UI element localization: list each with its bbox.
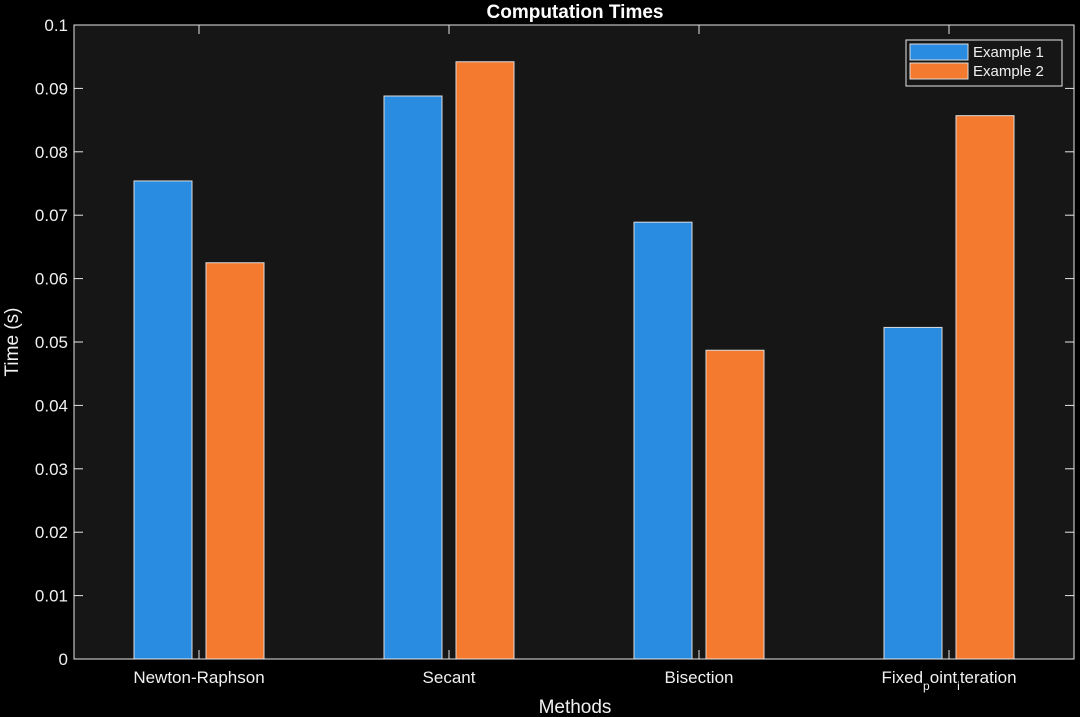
x-tick-label-part: Newton-Raphson: [133, 668, 264, 687]
y-tick-label: 0.07: [35, 206, 68, 225]
bar-example-2: [705, 349, 765, 660]
bar-example-1: [133, 180, 193, 660]
x-tick-label: Bisection: [665, 668, 734, 687]
x-axis-label: Methods: [539, 697, 612, 717]
bars-group: [133, 61, 1015, 660]
bar-example-2: [455, 61, 515, 660]
x-tick-label-part: teration: [960, 668, 1017, 687]
y-tick-label: 0.03: [35, 460, 68, 479]
legend-swatch: [909, 62, 969, 80]
bar-example-1: [383, 95, 443, 660]
x-tick-label-subscript: i: [957, 679, 960, 693]
x-tick-label-part: Bisection: [665, 668, 734, 687]
y-tick-label: 0.05: [35, 333, 68, 352]
legend-label: Example 1: [973, 44, 1044, 61]
y-tick-label: 0.09: [35, 79, 68, 98]
y-tick-label: 0: [59, 650, 68, 669]
bar-example-1: [883, 326, 943, 660]
x-tick-label: Fixedpointiteration: [881, 668, 1016, 693]
y-tick-label: 0.06: [35, 270, 68, 289]
y-axis-label: Time (s): [2, 308, 23, 377]
y-tick-label: 0.02: [35, 523, 68, 542]
x-tick-label-part: Fixed: [881, 668, 923, 687]
x-tick-label-subscript: p: [923, 679, 930, 693]
y-tick-label: 0.08: [35, 143, 68, 162]
bar-example-2: [955, 115, 1015, 660]
legend-label: Example 2: [973, 63, 1044, 80]
y-tick-label: 0.04: [35, 396, 68, 415]
x-tick-label: Secant: [423, 668, 476, 687]
chart-title: Computation Times: [487, 2, 664, 23]
x-tick-label: Newton-Raphson: [133, 668, 264, 687]
y-tick-label: 0.1: [44, 16, 68, 35]
y-tick-label: 0.01: [35, 587, 68, 606]
x-tick-label-part: oint: [930, 668, 958, 687]
x-tick-label-part: Secant: [423, 668, 476, 687]
legend-swatch: [909, 43, 969, 61]
x-axis: Newton-Raphson Secant Bisection Fixedpointi…: [133, 25, 1017, 693]
legend: Example 1 Example 2: [905, 39, 1063, 87]
bar-example-1: [633, 221, 693, 660]
bar-example-2: [205, 262, 265, 660]
y-axis: 0 0.01 0.02 0.03 0.04 0.05 0.06 0.07 0.08 0.09 0.1: [35, 16, 1074, 669]
